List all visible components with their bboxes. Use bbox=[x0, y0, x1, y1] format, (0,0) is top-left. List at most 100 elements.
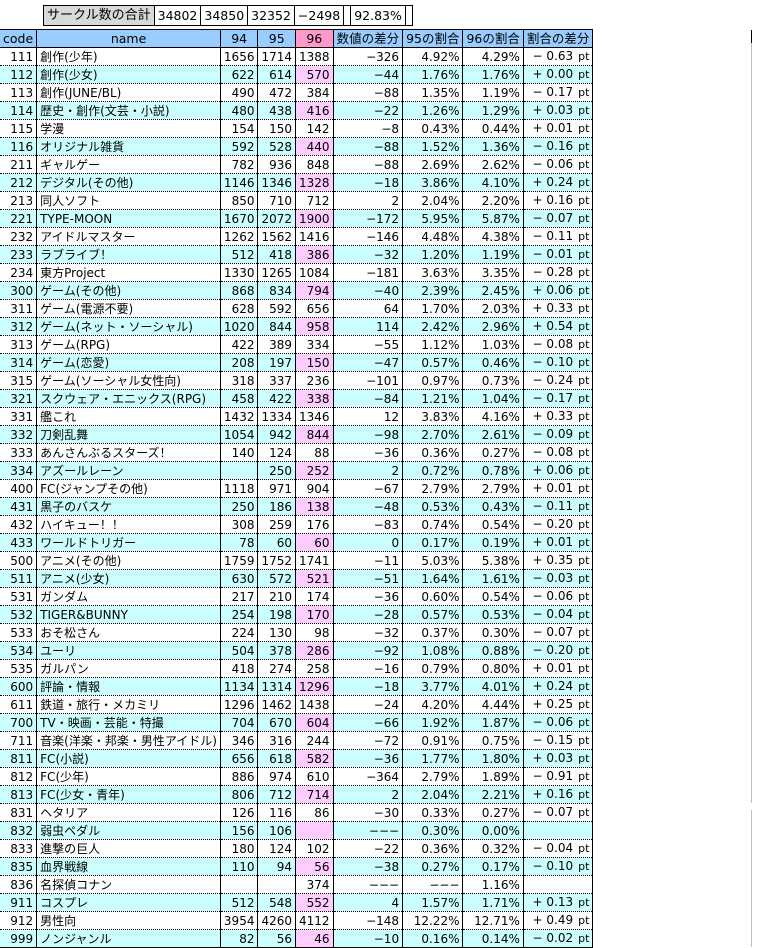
cell-94[interactable]: 1330 bbox=[219, 263, 259, 282]
cell-ratio-diff[interactable]: − 0.10 pt bbox=[522, 353, 594, 372]
cell-ratio-95[interactable]: 4.20% bbox=[402, 695, 464, 714]
cell-95[interactable]: 710 bbox=[257, 191, 297, 210]
summary-ratio-95[interactable] bbox=[343, 5, 352, 26]
cell-95[interactable]: 438 bbox=[257, 101, 297, 120]
cell-ratio-96[interactable]: 0.75% bbox=[462, 731, 524, 750]
cell-95[interactable]: 971 bbox=[257, 479, 297, 498]
cell-diff[interactable]: −22 bbox=[332, 839, 404, 858]
cell-diff[interactable]: −98 bbox=[332, 425, 404, 444]
cell-name[interactable]: ゲーム(電源不要) bbox=[36, 299, 221, 318]
cell-ratio-96[interactable]: 4.44% bbox=[462, 695, 524, 714]
cell-diff[interactable]: 4 bbox=[332, 893, 404, 912]
cell-name[interactable]: FC(少年) bbox=[36, 767, 221, 786]
cell-ratio-96[interactable]: 0.17% bbox=[462, 857, 524, 876]
cell-code[interactable]: 331 bbox=[0, 407, 38, 426]
cell-95[interactable]: 316 bbox=[257, 731, 297, 750]
cell-94[interactable]: 254 bbox=[219, 605, 259, 624]
cell-name[interactable]: 創作(少年) bbox=[36, 47, 221, 66]
cell-94[interactable]: 180 bbox=[219, 839, 259, 858]
cell-ratio-96[interactable]: 0.78% bbox=[462, 461, 524, 480]
cell-94[interactable]: 628 bbox=[219, 299, 259, 318]
cell-95[interactable]: 618 bbox=[257, 749, 297, 768]
cell-diff[interactable]: 2 bbox=[332, 191, 404, 210]
cell-diff[interactable]: −18 bbox=[332, 677, 404, 696]
cell-96[interactable]: 521 bbox=[295, 569, 334, 588]
cell-94[interactable]: 308 bbox=[219, 515, 259, 534]
cell-name[interactable]: ガルパン bbox=[36, 659, 221, 678]
cell-ratio-95[interactable]: 5.03% bbox=[402, 551, 464, 570]
cell-ratio-96[interactable]: 1.16% bbox=[462, 875, 524, 894]
cell-ratio-95[interactable]: 0.43% bbox=[402, 119, 464, 138]
header-code[interactable]: code bbox=[0, 29, 38, 48]
cell-code[interactable]: 312 bbox=[0, 317, 38, 336]
cell-95[interactable]: 942 bbox=[257, 425, 297, 444]
cell-ratio-diff[interactable]: − 0.20 pt bbox=[522, 515, 594, 534]
cell-94[interactable]: 806 bbox=[219, 785, 259, 804]
cell-ratio-95[interactable]: 2.04% bbox=[402, 191, 464, 210]
cell-code[interactable]: 116 bbox=[0, 137, 38, 156]
cell-94[interactable]: 418 bbox=[219, 659, 259, 678]
cell-code[interactable]: 212 bbox=[0, 173, 38, 192]
cell-ratio-diff[interactable]: − 0.11 pt bbox=[522, 227, 594, 246]
cell-ratio-diff[interactable]: − 0.91 pt bbox=[522, 767, 594, 786]
cell-96[interactable]: 1346 bbox=[295, 407, 334, 426]
cell-name[interactable]: TIGER&BUNNY bbox=[36, 605, 221, 624]
cell-ratio-96[interactable]: 1.19% bbox=[462, 245, 524, 264]
cell-name[interactable]: ノンジャンル bbox=[36, 929, 221, 948]
cell-ratio-96[interactable]: 0.27% bbox=[462, 443, 524, 462]
cell-95[interactable] bbox=[257, 875, 297, 894]
cell-ratio-96[interactable]: 3.35% bbox=[462, 263, 524, 282]
cell-code[interactable]: 333 bbox=[0, 443, 38, 462]
cell-name[interactable]: 歴史・創作(文芸・小説) bbox=[36, 101, 221, 120]
cell-ratio-95[interactable]: 0.79% bbox=[402, 659, 464, 678]
cell-name[interactable]: 艦これ bbox=[36, 407, 221, 426]
cell-95[interactable]: 60 bbox=[257, 533, 297, 552]
cell-diff[interactable]: −48 bbox=[332, 497, 404, 516]
cell-96[interactable]: 582 bbox=[295, 749, 334, 768]
cell-96[interactable]: 244 bbox=[295, 731, 334, 750]
cell-96[interactable]: 552 bbox=[295, 893, 334, 912]
cell-ratio-diff[interactable]: − 0.10 pt bbox=[522, 857, 594, 876]
cell-ratio-96[interactable]: 4.10% bbox=[462, 173, 524, 192]
cell-96[interactable]: 610 bbox=[295, 767, 334, 786]
cell-code[interactable]: 300 bbox=[0, 281, 38, 300]
cell-ratio-diff[interactable]: + 0.13 pt bbox=[522, 893, 594, 912]
cell-ratio-diff[interactable]: − 0.06 pt bbox=[522, 587, 594, 606]
header-96[interactable]: 96 bbox=[295, 29, 334, 48]
cell-ratio-diff[interactable]: − 0.08 pt bbox=[522, 443, 594, 462]
cell-95[interactable]: 834 bbox=[257, 281, 297, 300]
cell-94[interactable]: 512 bbox=[219, 893, 259, 912]
cell-code[interactable]: 534 bbox=[0, 641, 38, 660]
cell-diff[interactable]: 64 bbox=[332, 299, 404, 318]
cell-ratio-96[interactable]: 1.89% bbox=[462, 767, 524, 786]
cell-96[interactable]: 712 bbox=[295, 191, 334, 210]
cell-95[interactable]: 614 bbox=[257, 65, 297, 84]
cell-ratio-diff[interactable] bbox=[522, 875, 594, 894]
cell-ratio-diff[interactable]: + 0.24 pt bbox=[522, 173, 594, 192]
cell-ratio-diff[interactable]: − 0.20 pt bbox=[522, 641, 594, 660]
cell-ratio-diff[interactable]: − 0.07 pt bbox=[522, 623, 594, 642]
cell-94[interactable]: 422 bbox=[219, 335, 259, 354]
cell-name[interactable]: アニメ(少女) bbox=[36, 569, 221, 588]
cell-95[interactable]: 198 bbox=[257, 605, 297, 624]
cell-94[interactable]: 1118 bbox=[219, 479, 259, 498]
cell-ratio-diff[interactable]: − 0.02 pt bbox=[522, 929, 594, 948]
cell-name[interactable]: おそ松さん bbox=[36, 623, 221, 642]
cell-name[interactable]: FC(少女・青年) bbox=[36, 785, 221, 804]
cell-name[interactable]: ユーリ bbox=[36, 641, 221, 660]
cell-ratio-diff[interactable]: + 0.01 pt bbox=[522, 659, 594, 678]
cell-94[interactable]: 622 bbox=[219, 65, 259, 84]
cell-name[interactable]: 同人ソフト bbox=[36, 191, 221, 210]
cell-96[interactable]: 98 bbox=[295, 623, 334, 642]
cell-code[interactable]: 532 bbox=[0, 605, 38, 624]
cell-diff[interactable]: −84 bbox=[332, 389, 404, 408]
cell-code[interactable]: 233 bbox=[0, 245, 38, 264]
cell-diff[interactable]: −55 bbox=[332, 335, 404, 354]
cell-ratio-96[interactable]: 4.29% bbox=[462, 47, 524, 66]
cell-code[interactable]: 431 bbox=[0, 497, 38, 516]
cell-ratio-96[interactable]: 1.61% bbox=[462, 569, 524, 588]
cell-ratio-96[interactable]: 2.96% bbox=[462, 317, 524, 336]
cell-code[interactable]: 311 bbox=[0, 299, 38, 318]
cell-96[interactable]: 570 bbox=[295, 65, 334, 84]
cell-ratio-diff[interactable]: + 0.49 pt bbox=[522, 911, 594, 930]
